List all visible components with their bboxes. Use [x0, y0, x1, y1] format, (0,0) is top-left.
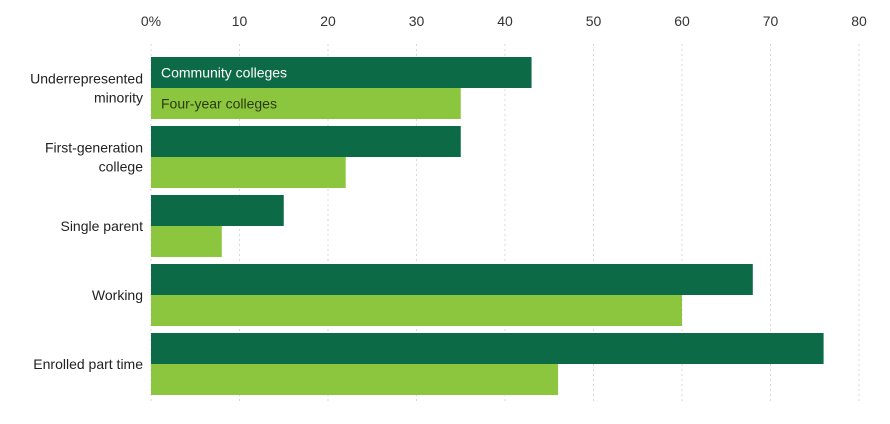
category-label-line: Working: [92, 287, 143, 303]
x-tick-label: 0%: [141, 13, 161, 29]
bar: [151, 57, 532, 88]
category-label-line: Underrepresented: [30, 71, 143, 87]
category-label-line: Enrolled part time: [33, 356, 143, 372]
x-tick-label: 70: [763, 13, 779, 29]
bar: [151, 195, 284, 226]
category-label: Single parent: [60, 218, 143, 234]
x-tick-label: 30: [409, 13, 425, 29]
bar: [151, 126, 461, 157]
x-tick-label: 50: [586, 13, 602, 29]
bar: [151, 157, 346, 188]
category-label-line: Single parent: [60, 218, 143, 234]
category-label: Underrepresented minority: [30, 71, 143, 106]
category-label-line: First-generation: [45, 140, 143, 156]
category-label: Enrolled part time: [33, 356, 143, 372]
x-axis-ticks: 0% 10 20 30 40 50 60 70 80: [141, 13, 867, 29]
x-tick-label: 10: [232, 13, 248, 29]
bar: [151, 295, 682, 326]
x-tick-label: 40: [497, 13, 513, 29]
x-tick-label: 20: [320, 13, 336, 29]
legend-entry: Four-year colleges: [161, 96, 277, 112]
legend-entry: Community colleges: [161, 65, 287, 81]
category-label: Working: [92, 287, 143, 303]
bar: [151, 226, 222, 257]
bar: [151, 264, 753, 295]
category-label-line: college: [99, 159, 144, 175]
category-labels: Underrepresented minority First-generation…: [30, 71, 143, 373]
bars: [151, 57, 824, 395]
x-tick-label: 60: [674, 13, 690, 29]
category-label: First-generation college: [45, 140, 143, 175]
bar: [151, 333, 824, 364]
x-tick-label: 80: [851, 13, 867, 29]
category-label-line: minority: [94, 90, 143, 106]
legend: Community colleges Four-year colleges: [161, 65, 287, 112]
bar: [151, 364, 559, 395]
bar: [151, 88, 461, 119]
